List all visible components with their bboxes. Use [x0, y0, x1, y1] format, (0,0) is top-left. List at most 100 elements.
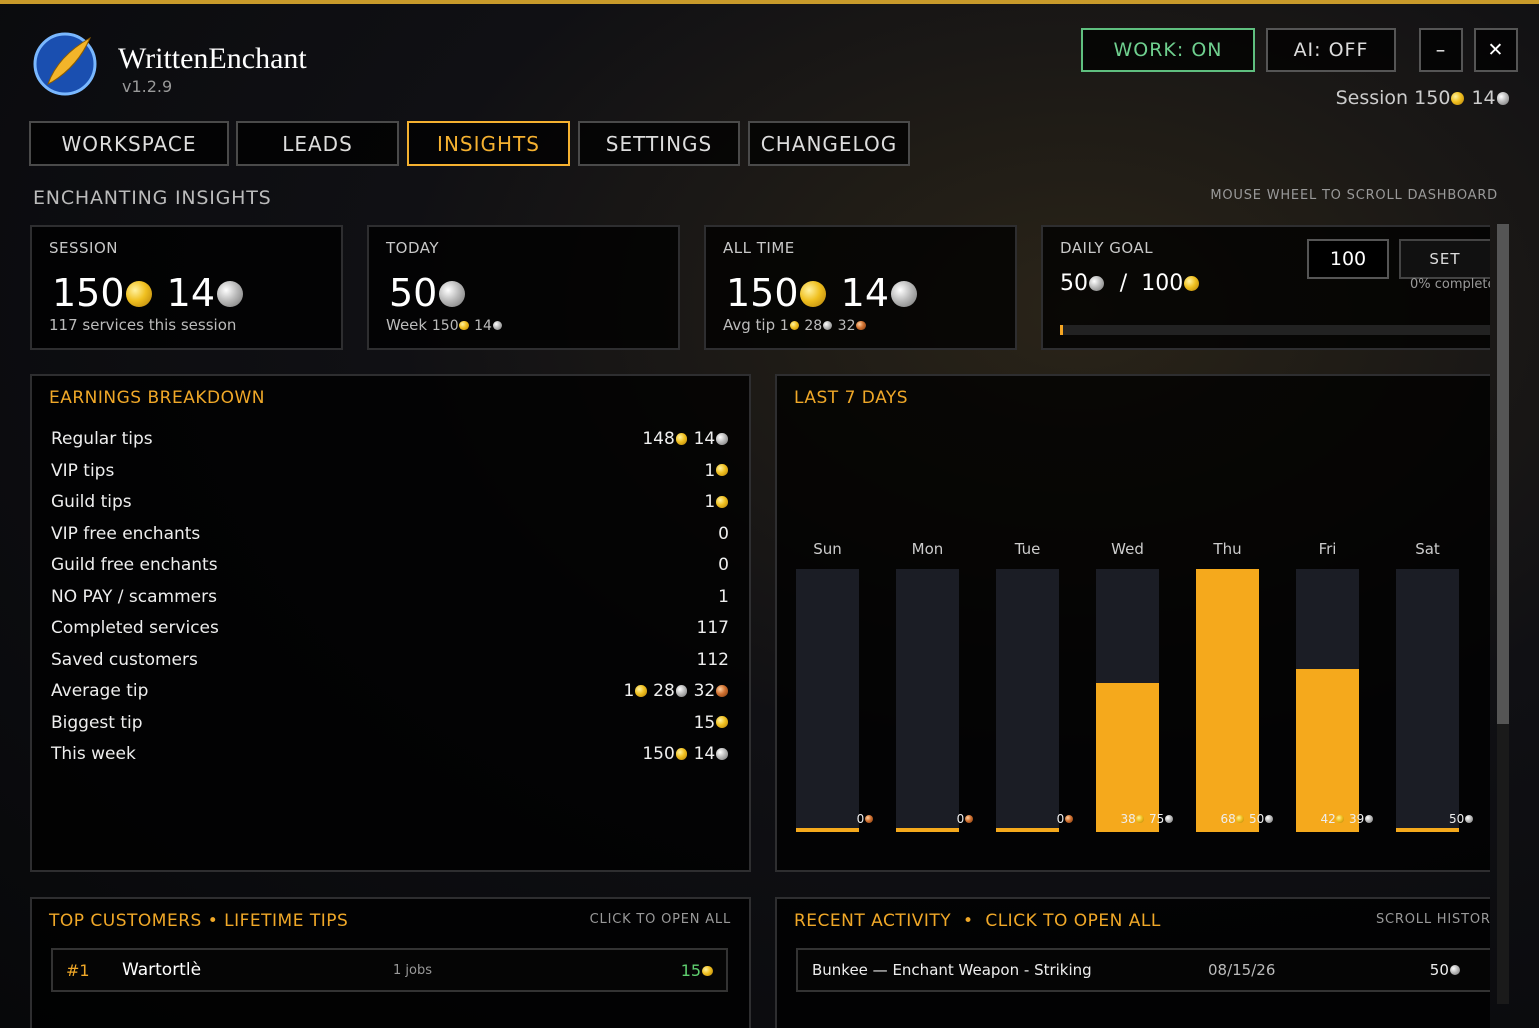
- amount-number: 148: [642, 429, 675, 449]
- minimize-button[interactable]: –: [1419, 28, 1463, 72]
- row-amount: 1: [704, 492, 729, 512]
- goal-bar-fill: [1060, 325, 1063, 335]
- coin-icon: [675, 747, 688, 760]
- amount-part: 150: [642, 744, 688, 764]
- tab[interactable]: CHANGELOG: [748, 121, 910, 166]
- amount-part: 50: [389, 271, 468, 315]
- scrollbar-thumb[interactable]: [1497, 224, 1509, 724]
- amount-number: 0: [1056, 812, 1065, 826]
- coin-icon: [1136, 815, 1145, 824]
- amount-number: 150: [642, 744, 675, 764]
- amount-number: 15: [680, 961, 702, 980]
- session-amount: 150 14: [1414, 87, 1511, 109]
- goal-input[interactable]: 100: [1307, 239, 1389, 279]
- card-label: DAILY GOAL: [1060, 239, 1154, 257]
- amount-number: 150: [1414, 87, 1451, 109]
- tab[interactable]: LEADS: [236, 121, 399, 166]
- close-button[interactable]: ✕: [1474, 28, 1518, 72]
- open-all-hint[interactable]: CLICK TO OPEN ALL: [589, 912, 731, 927]
- separator: •: [207, 911, 219, 931]
- day-label: Sat: [1415, 540, 1440, 558]
- jobs: 1 jobs: [393, 963, 432, 978]
- subtitle[interactable]: CLICK TO OPEN ALL: [985, 911, 1161, 931]
- amount-number: 117: [696, 618, 729, 638]
- row-label: Saved customers: [51, 649, 198, 670]
- scrollbar-track[interactable]: [1497, 224, 1509, 1004]
- amount-number: 1: [623, 681, 635, 701]
- bar-value: 0: [957, 812, 974, 826]
- coin-icon: [1064, 815, 1074, 824]
- stat-card: SESSION 150 14 117 services this session: [30, 225, 343, 350]
- row-label: VIP free enchants: [51, 523, 201, 544]
- title: RECENT ACTIVITY: [794, 911, 952, 931]
- amount-number: 14: [840, 271, 890, 315]
- amount-part: 75: [1149, 812, 1174, 826]
- tab[interactable]: INSIGHTS: [407, 121, 570, 166]
- amount-part: 68: [1220, 812, 1245, 826]
- last-7-days-panel: LAST 7 DAYS Sun 0 Mon 0 Tue 0 Wed 38 75 Thu 68 50 Fr…: [775, 374, 1490, 872]
- amount-number: 14: [166, 271, 216, 315]
- goal-percent: 0% complete: [1410, 277, 1490, 292]
- amount-part: 1: [704, 492, 729, 512]
- amount-part: 50: [1449, 812, 1474, 826]
- amount-number: 150: [726, 271, 799, 315]
- bar-value: 38 75: [1120, 812, 1174, 826]
- bar-value: 0: [1057, 812, 1074, 826]
- sub-label: Week: [386, 316, 428, 334]
- row-amount: 117: [697, 618, 729, 638]
- sub-label: Avg tip: [723, 316, 776, 334]
- card-amount: 50: [389, 271, 468, 315]
- tab[interactable]: SETTINGS: [578, 121, 740, 166]
- tab[interactable]: WORKSPACE: [29, 121, 229, 166]
- set-button[interactable]: SET: [1399, 239, 1490, 279]
- coin-icon: [675, 684, 688, 697]
- bar-value: 42 39: [1320, 812, 1374, 826]
- stat-card: TODAY 50 Week 150 14: [367, 225, 680, 350]
- amount-number: 32: [693, 681, 716, 701]
- amount-number: 50: [1429, 961, 1449, 979]
- amount-number: 38: [1120, 812, 1136, 826]
- coin-icon: [716, 495, 728, 508]
- amount-part: 148: [642, 429, 688, 449]
- recent-activity-panel: RECENT ACTIVITY • CLICK TO OPEN ALL SCRO…: [775, 897, 1490, 1028]
- bar-value: 68 50: [1220, 812, 1274, 826]
- amount-number: 0: [856, 812, 865, 826]
- coin-icon: [1449, 965, 1460, 976]
- work-toggle[interactable]: WORK: ON: [1081, 28, 1255, 72]
- card-label: TODAY: [386, 239, 440, 257]
- coin-icon: [675, 432, 688, 445]
- amount-number: 75: [1149, 812, 1165, 826]
- amount-part: 28: [653, 681, 688, 701]
- amount-part: 14: [841, 271, 920, 315]
- amount-part: 14: [167, 271, 246, 315]
- panel-title: LAST 7 DAYS: [794, 388, 909, 408]
- customer-row[interactable]: #1 Wartortlè 1 jobs 15: [51, 948, 728, 992]
- amount-part: 32: [694, 681, 729, 701]
- row-amount: 148 14: [642, 429, 729, 449]
- bar-track: [1396, 569, 1459, 832]
- coin-icon: [789, 320, 800, 331]
- customer-name: Wartortlè: [122, 960, 202, 980]
- top-customers-panel: TOP CUSTOMERS • LIFETIME TIPS CLICK TO O…: [30, 897, 751, 1028]
- card-label: SESSION: [49, 239, 118, 257]
- row-amount: 1 28 32: [623, 681, 729, 701]
- coin-icon: [459, 320, 469, 331]
- bar-value: 50: [1449, 812, 1474, 826]
- row-amount: 1: [718, 587, 729, 607]
- goal-current: 50: [1060, 271, 1106, 296]
- day-label: Fri: [1318, 540, 1337, 558]
- row-amount: 112: [697, 650, 729, 670]
- amount-number: 0: [718, 523, 729, 544]
- row-amount: 15: [694, 713, 729, 733]
- bar-track: [896, 569, 959, 832]
- app-title: WrittenEnchant: [118, 42, 307, 75]
- ai-toggle[interactable]: AI: OFF: [1266, 28, 1396, 72]
- row-label: VIP tips: [51, 460, 115, 481]
- amount-number: 28: [804, 318, 823, 334]
- amount-number: 14: [693, 429, 716, 449]
- coin-icon: [1089, 275, 1105, 291]
- activity-text: Bunkee — Enchant Weapon - Striking: [812, 961, 1092, 979]
- amount-number: 1: [718, 586, 729, 607]
- coin-icon: [1496, 91, 1510, 105]
- row-amount: 150 14: [642, 744, 729, 764]
